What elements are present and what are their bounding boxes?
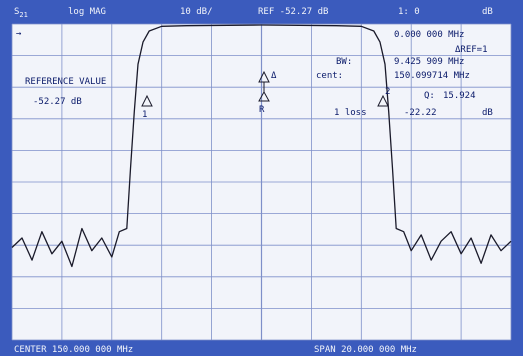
delta-ref-mode: ΔREF=1 <box>455 45 488 55</box>
reference-value-title: REFERENCE VALUE <box>25 77 106 87</box>
bandwidth-label: BW: <box>336 57 352 67</box>
loss-unit: dB <box>482 108 493 118</box>
reference-label: REF -52.27 dB <box>258 7 328 17</box>
format-label: log MAG <box>68 7 106 17</box>
scale-label: 10 dB/ <box>180 7 213 17</box>
marker-2: 2 <box>377 87 390 107</box>
loss-label: 1 loss <box>334 108 367 118</box>
marker-frequency-readout: 0.000 000 MHz <box>394 30 464 40</box>
arrow-icon: → <box>16 29 22 39</box>
marker-2-label: 2 <box>385 87 390 97</box>
center-value: 150.099714 MHz <box>394 71 470 81</box>
center-label: cent: <box>316 71 343 81</box>
span-label: SPAN 20.000 000 MHz <box>314 345 417 355</box>
center-frequency-label: CENTER 150.000 000 MHz <box>14 345 133 355</box>
graticule <box>11 23 512 341</box>
marker-ref: R <box>258 90 270 115</box>
marker-1-label: 1 <box>142 110 147 120</box>
param-label: S21 <box>14 7 28 19</box>
q-value: 15.924 <box>443 91 476 101</box>
s21-trace <box>11 24 512 268</box>
delta-marker-symbol: Δ <box>271 71 277 81</box>
reference-value: -52.27 dB <box>33 97 82 107</box>
marker-number: 1: 0 <box>398 7 420 17</box>
marker-delta: Δ <box>258 70 277 92</box>
unit-label: dB <box>482 7 493 17</box>
q-label: Q: <box>424 91 435 101</box>
bandwidth-value: 9.425 909 MHz <box>394 57 464 67</box>
ref-marker-symbol: R <box>259 105 265 115</box>
loss-value: -22.22 <box>404 108 437 118</box>
marker-1: 1 <box>141 94 153 120</box>
